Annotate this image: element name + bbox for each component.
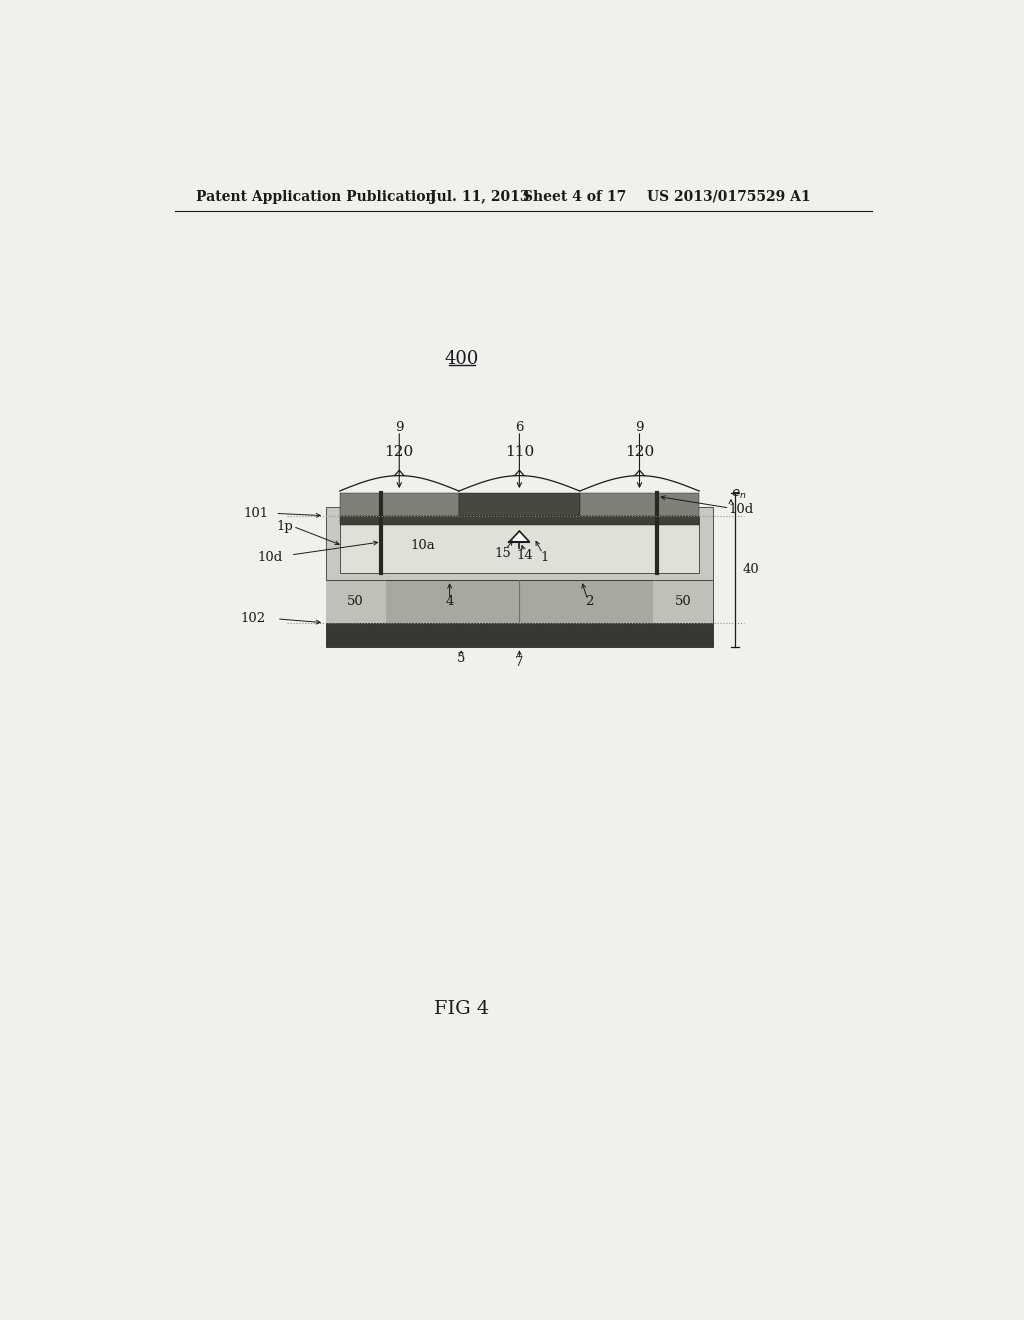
Text: Sheet 4 of 17: Sheet 4 of 17: [523, 190, 627, 203]
Text: US 2013/0175529 A1: US 2013/0175529 A1: [647, 190, 811, 203]
Text: 1: 1: [541, 550, 549, 564]
Text: 101: 101: [244, 507, 269, 520]
Text: 120: 120: [385, 445, 414, 459]
Text: 15: 15: [495, 546, 511, 560]
Polygon shape: [509, 531, 529, 543]
Text: FIG 4: FIG 4: [433, 1001, 488, 1018]
Bar: [459, 492, 580, 516]
Text: 50: 50: [675, 595, 692, 609]
Text: 50: 50: [347, 595, 364, 609]
Text: 7: 7: [515, 656, 523, 669]
Text: Patent Application Publication: Patent Application Publication: [197, 190, 436, 203]
Bar: [580, 492, 699, 516]
Text: 120: 120: [625, 445, 654, 459]
Text: 10a: 10a: [411, 539, 435, 552]
Bar: [652, 581, 713, 623]
Text: 400: 400: [444, 350, 478, 367]
Text: 1p: 1p: [276, 520, 293, 533]
Text: 6: 6: [515, 421, 523, 434]
Text: 10d: 10d: [729, 503, 754, 516]
Text: 102: 102: [241, 612, 266, 626]
Text: 9: 9: [635, 421, 644, 434]
Bar: [326, 507, 713, 581]
Text: 2: 2: [585, 595, 593, 609]
Text: 110: 110: [505, 445, 534, 459]
Text: 10d: 10d: [258, 550, 283, 564]
Text: $e_n$: $e_n$: [731, 487, 746, 500]
Text: 40: 40: [742, 564, 760, 577]
Bar: [326, 581, 713, 623]
Bar: [340, 516, 699, 525]
Bar: [326, 581, 386, 623]
Bar: [340, 517, 699, 573]
Text: 5: 5: [457, 652, 466, 665]
Text: 14: 14: [516, 549, 534, 562]
Text: 4: 4: [445, 595, 454, 609]
Bar: [326, 623, 713, 647]
Bar: [340, 492, 459, 516]
Text: 9: 9: [395, 421, 403, 434]
Text: Jul. 11, 2013: Jul. 11, 2013: [430, 190, 529, 203]
